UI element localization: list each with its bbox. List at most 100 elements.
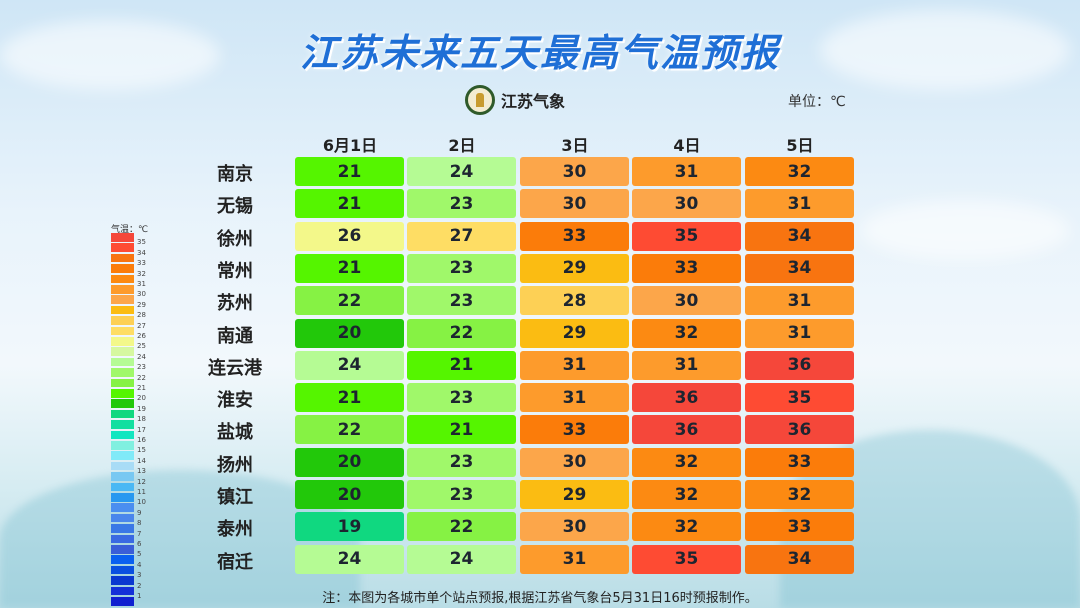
temperature-cell: 32 [632,318,741,348]
temperature-cell: 30 [520,157,629,186]
legend-label: 2 [137,581,142,590]
temperature-cell: 29 [520,318,629,348]
temperature-cell: 30 [520,512,629,542]
legend-swatch [111,316,134,325]
emblem-icon [465,85,495,115]
temperature-cell: 31 [520,383,629,413]
temperature-cell: 31 [520,350,629,380]
city-label: 盐城 [217,422,253,444]
temperature-cell: 20 [295,318,404,348]
temperature-cell: 36 [632,383,741,413]
temperature-cell: 31 [745,189,854,219]
legend-label: 12 [137,477,146,486]
temperature-cell: 34 [745,221,854,251]
legend-swatch [111,451,134,460]
temperature-cell: 36 [632,415,741,445]
legend-label: 11 [137,488,146,496]
temperature-cell: 33 [520,415,629,445]
legend-label: 20 [137,394,146,403]
city-label: 镇江 [217,487,253,508]
city-label: 南通 [217,325,253,347]
legend-swatch [111,368,134,377]
temperature-cell: 33 [745,512,854,542]
legend-label: 21 [137,384,146,392]
background-cloud [0,20,220,90]
temperature-cell: 35 [632,221,741,251]
legend-swatch [111,274,134,284]
temperature-cell: 20 [295,447,404,477]
legend-swatch [111,285,134,294]
temperature-cell: 21 [295,383,404,413]
temperature-cell: 22 [295,415,404,445]
temperature-cell: 36 [745,350,854,380]
temperature-cell: 23 [407,189,516,219]
legend-swatch [111,524,134,533]
temperature-cell: 36 [745,415,854,445]
legend-swatch [111,378,134,388]
temperature-cell: 22 [407,318,516,348]
temperature-cell: 23 [407,253,516,283]
legend-label: 32 [137,269,146,278]
temperature-cell: 21 [407,415,516,445]
legend-label: 28 [137,311,146,320]
temperature-cell: 32 [745,157,854,186]
legend-label: 27 [137,321,146,330]
temperature-cell: 24 [407,544,516,574]
temperature-cell: 32 [745,480,854,509]
temperature-cell: 28 [520,286,629,316]
legend-swatch [111,409,134,419]
temperature-cell: 20 [295,480,404,509]
legend-swatch [111,233,134,242]
city-label: 泰州 [217,519,253,541]
temperature-cell: 21 [295,157,404,186]
legend-label: 24 [137,352,146,361]
temperature-cell: 23 [407,286,516,316]
legend-label: 15 [137,446,146,455]
legend-swatch [111,534,134,544]
legend-label: 22 [137,373,146,382]
legend-label: 10 [137,498,146,507]
city-label: 无锡 [217,196,253,218]
legend-swatch [111,565,134,575]
legend-label: 14 [137,456,146,465]
legend-swatch [111,347,134,356]
column-header: 4日 [673,136,701,155]
legend-title: 气温：℃ [111,225,149,235]
legend-label: 13 [137,467,146,476]
temperature-cell: 29 [520,253,629,283]
legend-label: 34 [137,248,146,257]
temperature-cell: 35 [745,383,854,413]
legend-label: 9 [137,508,142,517]
temperature-cell: 30 [520,189,629,219]
legend-swatch [111,264,134,273]
legend-swatch [111,482,134,492]
temperature-cell: 30 [632,286,741,316]
legend-swatch [111,326,134,336]
legend-swatch [111,337,134,346]
legend-label: 30 [137,290,146,299]
temperature-cell: 24 [295,350,404,380]
temperature-cell: 23 [407,447,516,477]
temperature-cell: 22 [407,512,516,542]
legend-label: 23 [137,363,146,372]
legend-swatch [111,420,134,429]
temperature-cell: 33 [745,447,854,477]
temperature-cell: 26 [295,221,404,251]
legend-swatch [111,389,134,398]
legend-label: 8 [137,519,142,528]
column-header: 2日 [448,136,476,155]
legend-swatch [111,586,134,596]
logo-text: 江苏气象 [501,92,566,111]
temperature-cell: 24 [295,544,404,574]
legend-swatch [111,253,134,263]
city-label: 南京 [217,164,253,185]
temperature-cell: 23 [407,480,516,509]
legend-label: 26 [137,332,146,340]
legend-label: 16 [137,436,146,444]
background-cloud [820,10,1070,90]
column-header: 6月1日 [322,136,378,155]
temperature-cell: 31 [745,286,854,316]
footnote: 注：本图为各城市单个站点预报,根据江苏省气象台5月31日16时预报制作。 [322,591,758,606]
legend-swatch [111,430,134,440]
legend-label: 5 [137,550,142,559]
